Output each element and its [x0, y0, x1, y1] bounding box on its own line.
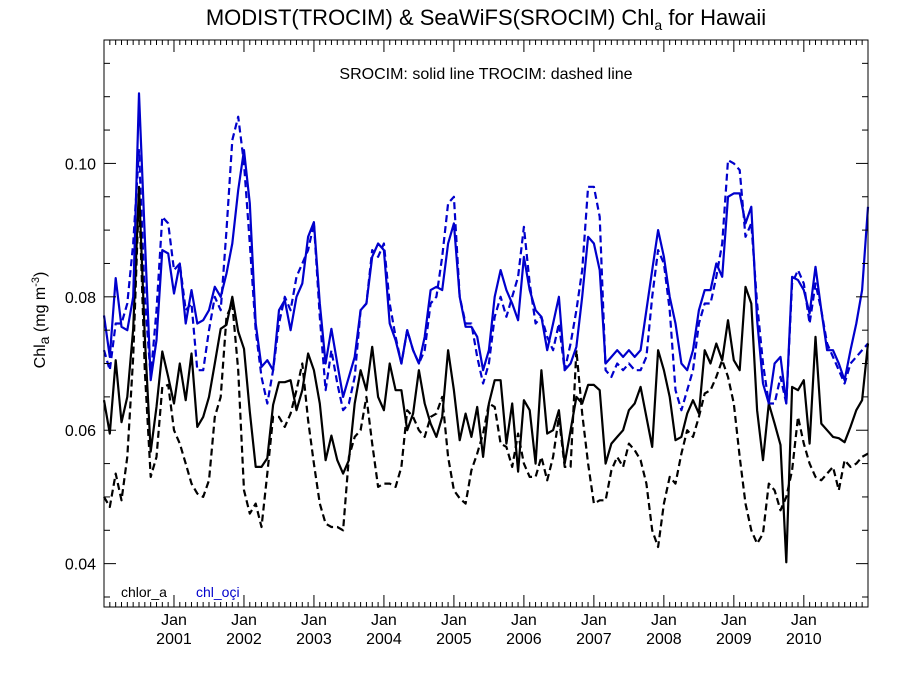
plot-frame	[103, 39, 869, 608]
tick-layer: 0.04 0.06 0.08 0.10 Jan 2001 Jan 2002 Jan 2003 Jan…	[65, 40, 868, 648]
x-tick-year: 2010	[786, 631, 822, 648]
x-tick-month: Jan	[301, 612, 327, 629]
x-tick-month: Jan	[371, 612, 397, 629]
x-tick-year: 2005	[436, 631, 472, 648]
chart-title: MODIST(TROCIM) & SeaWiFS(SROCIM) Chla fo…	[206, 5, 766, 33]
x-tick-month: Jan	[511, 612, 537, 629]
x-tick-month: Jan	[231, 612, 257, 629]
x-tick-year: 2004	[366, 631, 402, 648]
series-line-chl-oci-trocim	[102, 115, 869, 412]
series-layer	[102, 92, 870, 564]
x-tick-month: Jan	[651, 612, 677, 629]
x-tick-year: 2006	[506, 631, 542, 648]
ylabel-sub: a	[36, 336, 52, 344]
x-tick-year: 2009	[716, 631, 752, 648]
x-tick-year: 2007	[576, 631, 612, 648]
title-main: MODIST(TROCIM) & SeaWiFS(SROCIM) Chl	[206, 5, 655, 30]
x-tick-month: Jan	[441, 612, 467, 629]
x-tick-month: Jan	[791, 612, 817, 629]
title-rest: for Hawaii	[662, 5, 766, 30]
x-tick-month: Jan	[581, 612, 607, 629]
line-style-annotation: SROCIM: solid line TROCIM: dashed line	[339, 66, 632, 83]
x-tick-year: 2002	[226, 631, 262, 648]
title-sub: a	[654, 17, 662, 33]
series-line-chlor-a-trocim	[103, 192, 869, 549]
series-line-chlor-a-srocim	[102, 185, 870, 564]
legend-chl-oci: chl_oçi	[196, 584, 240, 600]
x-tick-month: Jan	[721, 612, 747, 629]
ylabel-unit: (mg m	[32, 287, 49, 337]
y-tick-label: 0.06	[65, 423, 96, 440]
series-line-chl-oci-srocim	[102, 92, 870, 405]
x-tick-year: 2003	[296, 631, 332, 648]
ylabel-main: Chl	[32, 344, 49, 368]
y-tick-label: 0.08	[65, 290, 96, 307]
x-tick-year: 2001	[156, 631, 192, 648]
x-tick-year: 2008	[646, 631, 682, 648]
x-tick-month: Jan	[161, 612, 187, 629]
legend-chlor-a: chlor_a	[121, 584, 167, 600]
ylabel-close: )	[32, 272, 49, 277]
y-axis-label: Chla (mg m-3)	[30, 272, 52, 369]
y-tick-label: 0.10	[65, 156, 96, 173]
y-tick-label: 0.04	[65, 557, 96, 574]
ylabel-exp: -3	[30, 277, 42, 287]
